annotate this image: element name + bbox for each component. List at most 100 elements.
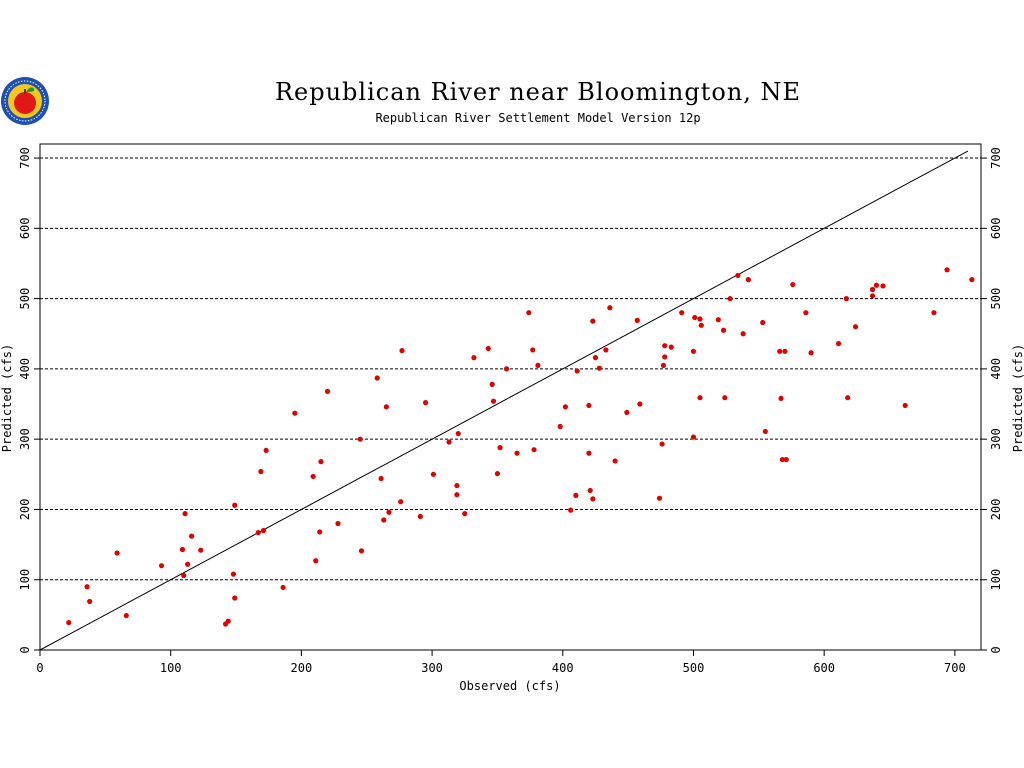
data-point [381,517,387,523]
data-point [557,423,563,430]
data-point [562,404,568,410]
data-point [399,348,405,354]
one-to-one-line [39,150,969,651]
data-point [417,513,423,520]
data-point [66,619,72,626]
data-point [852,324,859,330]
data-point [232,502,238,508]
x-tick-label: 500 [683,661,705,675]
data-point [462,511,468,517]
data-point [634,317,640,323]
data-point [586,402,592,409]
data-point [260,527,267,534]
data-point [662,354,668,360]
data-point [835,340,842,347]
x-tick-label: 700 [944,661,966,675]
data-point [590,496,596,502]
data-point [722,395,728,401]
y-tick-label-right: 300 [989,428,1003,450]
data-point [485,345,491,352]
data-point [422,400,429,406]
data-point [398,499,404,505]
data-point [292,410,298,416]
data-point [590,318,596,324]
data-point [944,267,950,273]
data-point [777,348,783,354]
data-point [697,316,703,322]
data-point [760,319,766,326]
data-point [843,296,849,302]
data-point [573,492,579,498]
data-point [383,404,389,410]
data-point [692,314,698,321]
x-tick-label: 100 [160,661,182,675]
y-tick-label-right: 200 [989,499,1003,521]
y-axis-label-left: Predicted (cfs) [0,344,14,452]
y-tick-label-left: 200 [18,499,32,521]
data-point [503,366,510,372]
data-point [778,395,784,402]
y-tick-label-left: 300 [18,428,32,450]
data-point [803,310,809,316]
data-point [263,447,269,454]
data-point [662,343,668,349]
data-point [313,558,319,564]
data-point [790,281,796,288]
reference-line-group [39,150,969,651]
data-point [697,395,703,401]
data-point [318,459,324,465]
y-axis-label-right: Predicted (cfs) [1011,344,1024,452]
data-point [603,347,609,353]
data-point [762,428,768,435]
data-point [531,447,537,453]
data-point [255,530,261,536]
data-point [84,584,90,590]
x-tick-label: 400 [552,661,574,675]
data-point [902,402,908,409]
data-point [494,471,501,477]
gridlines [40,157,981,581]
x-axis-label: Observed (cfs) [459,679,560,693]
data-point [596,365,602,371]
data-point [783,456,789,463]
data-point [656,495,663,501]
data-point [779,456,785,463]
data-point [179,546,186,553]
x-tick-label: 300 [421,661,443,675]
data-point [740,331,746,337]
y-tick-label-right: 100 [989,569,1003,591]
data-point [637,401,643,407]
y-tick-label-left: 400 [18,358,32,380]
y-tick-label-right: 500 [989,288,1003,310]
data-point [869,293,876,299]
data-point [471,355,477,361]
data-point [454,482,460,489]
data-point [87,598,93,605]
data-point [258,468,264,475]
data-point [497,445,503,451]
data-point [454,492,460,498]
data-point [592,355,599,361]
data-point [720,327,727,333]
data-point [526,310,532,316]
data-point [378,475,384,482]
data-point [869,286,876,293]
data-point [514,450,520,456]
data-point [969,277,975,283]
data-point [489,381,495,387]
data-point [612,458,618,464]
data-point [607,305,613,311]
data-point [659,441,665,447]
data-point [114,550,120,556]
x-tick-label: 200 [291,661,313,675]
data-point [185,561,191,567]
y-tick-label-right: 700 [989,147,1003,169]
chart-title: Republican River near Bloomington, NE [275,78,801,106]
data-point [535,362,541,368]
data-point [430,471,436,477]
data-point [530,347,536,353]
data-point [225,618,231,624]
data-point [358,548,365,554]
y-tick-label-right: 600 [989,217,1003,239]
data-point [182,511,188,517]
